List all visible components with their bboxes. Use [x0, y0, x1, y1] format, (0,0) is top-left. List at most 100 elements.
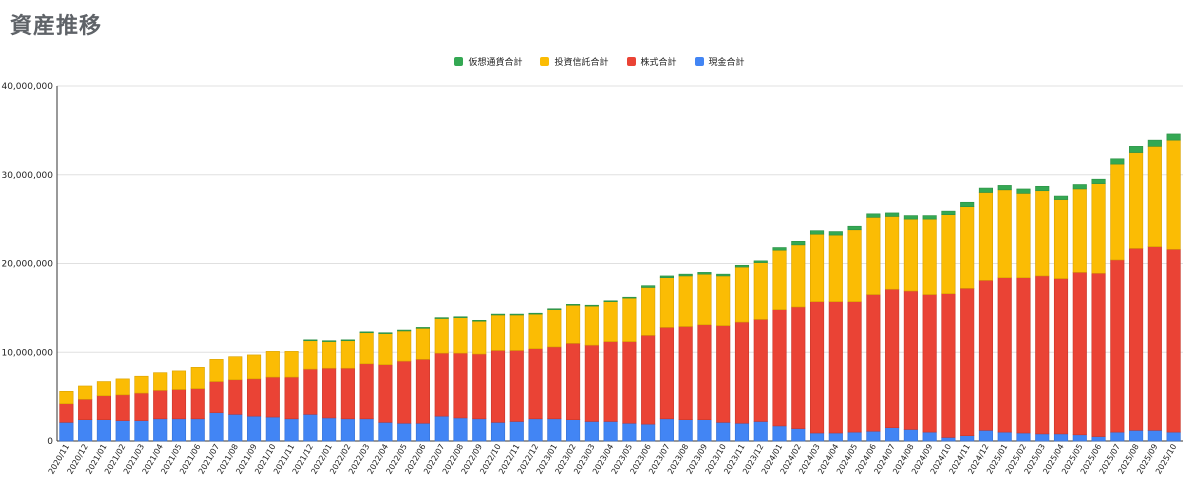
bar-segment-cash — [903, 429, 918, 442]
legend-label-cash: 現金合計 — [708, 58, 745, 68]
bar-segment-funds — [997, 189, 1012, 278]
bar-segment-cash — [847, 431, 862, 442]
bar-segment-cash — [584, 421, 599, 442]
bar-segment-crypto — [697, 272, 712, 275]
y-tick-label: 20,000,000 — [1, 260, 53, 270]
bar-segment-funds — [78, 385, 93, 400]
bar-segment-cash — [1147, 430, 1162, 442]
bar-segment-stocks — [115, 394, 130, 421]
bar-segment-crypto — [1166, 133, 1181, 141]
bar-segment-crypto — [584, 304, 599, 307]
bar-segment-funds — [1110, 163, 1125, 261]
bar-segment-stocks — [809, 301, 825, 434]
bar-segment-cash — [190, 418, 205, 442]
bar-segment-stocks — [265, 376, 280, 418]
bar-segment-funds — [697, 273, 712, 326]
bar-segment-crypto — [941, 210, 956, 215]
bar-segment-cash — [885, 427, 900, 442]
bar-segment-stocks — [922, 294, 937, 433]
bar-segment-funds — [809, 233, 825, 302]
bar-segment-cash — [246, 415, 262, 442]
bar-segment-crypto — [978, 187, 994, 193]
bar-segment-stocks — [228, 379, 243, 415]
bar-segment-funds — [303, 340, 318, 370]
y-tick-label: 30,000,000 — [1, 171, 53, 181]
bar-segment-cash — [678, 419, 693, 442]
bar-segment-stocks — [378, 364, 393, 423]
bar-segment-stocks — [284, 376, 299, 420]
bar-segment-crypto — [1129, 146, 1144, 153]
bar-segment-cash — [960, 435, 975, 442]
bar-segment-cash — [603, 421, 618, 442]
bar-segment-stocks — [547, 346, 562, 420]
bar-segment-stocks — [340, 367, 355, 420]
bar-segment-funds — [59, 390, 74, 405]
bar-segment-cash — [1072, 434, 1087, 442]
bar-segment-cash — [1129, 430, 1144, 442]
bar-segment-funds — [528, 313, 543, 349]
bar-segment-stocks — [415, 359, 431, 424]
bar-segment-funds — [434, 318, 449, 354]
bar-segment-stocks — [866, 294, 881, 432]
bar-segment-crypto — [528, 312, 543, 315]
bar-segment-cash — [340, 418, 355, 442]
bar-segment-stocks — [1147, 246, 1162, 431]
bar-segment-cash — [284, 418, 299, 442]
bar-segment-crypto — [866, 213, 881, 218]
bar-segment-crypto — [753, 260, 768, 263]
bar-segment-funds — [1166, 139, 1181, 250]
bar-segment-stocks — [753, 319, 768, 422]
bar-segment-crypto — [1110, 158, 1125, 165]
bar-segment-stocks — [528, 348, 543, 420]
bar-segment-crypto — [791, 241, 806, 246]
bar-segment-crypto — [509, 313, 524, 316]
bar-segment-stocks — [697, 324, 712, 420]
bar-segment-cash — [941, 437, 956, 442]
bar-segment-cash — [997, 431, 1012, 442]
bar-segment-cash — [472, 418, 487, 442]
bar-segment-stocks — [641, 335, 656, 425]
bar-segment-stocks — [209, 381, 224, 413]
bar-segment-cash — [566, 419, 581, 442]
bar-segment-crypto — [434, 317, 449, 319]
bar-segment-stocks — [78, 398, 93, 421]
bar-segment-cash — [378, 422, 393, 442]
bar-segment-funds — [753, 262, 768, 320]
bar-segment-stocks — [566, 343, 581, 420]
bar-segment-crypto — [359, 331, 374, 334]
bar-segment-funds — [603, 301, 618, 342]
bar-segment-cash — [791, 428, 806, 442]
bar-segment-stocks — [1035, 275, 1050, 435]
bar-segment-crypto — [659, 275, 674, 278]
bar-segment-stocks — [96, 395, 111, 420]
bar-segment-stocks — [59, 403, 74, 423]
bar-segment-stocks — [997, 277, 1012, 433]
bar-segment-funds — [209, 359, 224, 382]
legend-label-stocks: 株式合計 — [640, 58, 677, 68]
bar-segment-stocks — [490, 350, 506, 423]
bar-segment-stocks — [134, 392, 149, 421]
bar-segment-funds — [490, 314, 506, 351]
bar-segment-funds — [284, 351, 299, 378]
bar-segment-crypto — [378, 332, 393, 334]
bar-segment-stocks — [903, 290, 918, 430]
bar-segment-crypto — [734, 264, 750, 268]
bar-segment-crypto — [622, 296, 637, 299]
bar-segment-stocks — [434, 352, 449, 417]
bar-segment-stocks — [828, 301, 843, 434]
y-tick-label: 40,000,000 — [1, 82, 53, 92]
bar-segment-cash — [1110, 431, 1125, 442]
bar-segment-funds — [340, 340, 355, 369]
bar-segment-cash — [641, 423, 656, 442]
legend-item-crypto: 仮想通貨合計 — [454, 55, 522, 68]
bar-segment-cash — [828, 432, 843, 442]
bar-segment-stocks — [960, 288, 975, 436]
bar-segment-funds — [415, 327, 431, 360]
bar-segment-cash — [228, 414, 243, 442]
bar-segment-stocks — [678, 326, 693, 421]
bar-segment-funds — [772, 249, 787, 310]
bar-segment-cash — [1016, 432, 1031, 442]
bar-segment-funds — [115, 378, 130, 396]
bar-segment-funds — [866, 217, 881, 295]
